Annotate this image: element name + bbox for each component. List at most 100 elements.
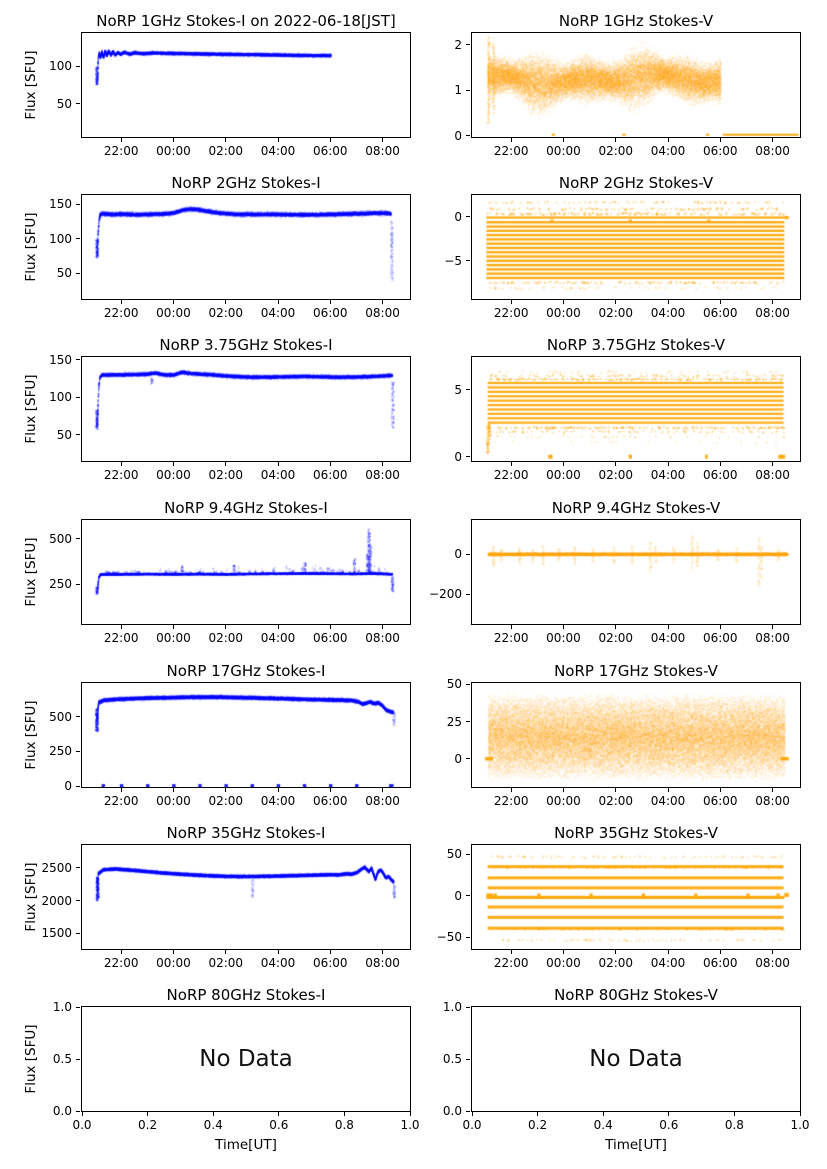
- x-tick-mark: [562, 462, 564, 466]
- y-tick-label: 5: [454, 382, 462, 397]
- plot-title: NoRP 80GHz Stokes-I: [166, 986, 326, 1004]
- x-tick-mark: [772, 462, 774, 466]
- x-tick-label: 08:00: [755, 956, 790, 970]
- x-tick-label: 06:00: [312, 468, 348, 482]
- x-tick-label: 02:00: [598, 306, 634, 320]
- y-tick-mark: [466, 456, 470, 458]
- x-tick-label: 08:00: [365, 306, 400, 320]
- x-tick-mark: [212, 1112, 214, 1116]
- x-tick-label: 22:00: [493, 306, 529, 320]
- y-tick-label: 0.5: [52, 1052, 72, 1066]
- x-tick-mark: [510, 462, 512, 466]
- y-tick-mark: [76, 1006, 80, 1008]
- x-tick-label: 00:00: [546, 306, 581, 320]
- x-tick-label: 02:00: [598, 144, 634, 158]
- x-tick-label: 02:00: [208, 306, 244, 320]
- y-tick-mark: [466, 553, 470, 555]
- y-tick-label: 50: [56, 96, 72, 111]
- x-tick-label: 02:00: [598, 956, 634, 970]
- axes-frame: [471, 32, 801, 138]
- x-tick-label: 04:00: [260, 144, 296, 158]
- plot-title: NoRP 3.75GHz Stokes-I: [159, 336, 333, 354]
- x-tick-label: 22:00: [103, 468, 139, 482]
- x-tick-label: 0.0: [462, 1118, 482, 1132]
- axes-frame: [471, 844, 801, 950]
- x-tick-mark: [172, 138, 174, 142]
- x-tick-label: 08:00: [365, 144, 400, 158]
- y-axis-label: Flux [SFU]: [23, 50, 39, 120]
- x-tick-label: 00:00: [156, 144, 191, 158]
- y-tick-label: 50: [56, 427, 72, 442]
- x-tick-mark: [277, 462, 279, 466]
- y-tick-label: 0: [64, 779, 72, 794]
- x-tick-label: 00:00: [156, 956, 191, 970]
- plot-title: NoRP 2GHz Stokes-V: [558, 174, 714, 192]
- y-tick-label: 2500: [41, 860, 72, 875]
- x-tick-label: 02:00: [208, 956, 244, 970]
- axes-frame: [81, 194, 411, 300]
- x-tick-label: 08:00: [755, 794, 790, 808]
- y-tick-mark: [76, 716, 80, 718]
- x-tick-label: 06:00: [702, 306, 738, 320]
- axes-frame: [471, 356, 801, 462]
- y-tick-label: 100: [49, 59, 72, 74]
- x-tick-mark: [329, 950, 331, 954]
- y-tick-label: 0: [454, 888, 462, 903]
- y-tick-mark: [76, 1058, 80, 1060]
- x-tick-label: 04:00: [260, 468, 296, 482]
- x-tick-label: 06:00: [312, 794, 348, 808]
- x-tick-label: 0.8: [724, 1118, 744, 1132]
- plot-area: [472, 33, 800, 137]
- x-tick-label: 00:00: [546, 631, 581, 645]
- x-tick-mark: [225, 625, 227, 629]
- x-tick-label: 08:00: [365, 631, 400, 645]
- x-tick-mark: [667, 788, 669, 792]
- y-tick-label: 0.0: [442, 1104, 462, 1118]
- x-axis-label: Time[UT]: [605, 1137, 667, 1153]
- x-tick-label: 08:00: [365, 468, 400, 482]
- x-tick-mark: [668, 1112, 670, 1116]
- y-tick-label: 0: [454, 209, 462, 224]
- x-tick-label: 22:00: [493, 468, 529, 482]
- x-tick-mark: [615, 300, 617, 304]
- y-axis-label: Flux [SFU]: [23, 537, 39, 607]
- x-tick-mark: [172, 625, 174, 629]
- y-tick-label: 100: [49, 390, 72, 405]
- x-tick-label: 22:00: [493, 144, 529, 158]
- x-tick-mark: [329, 462, 331, 466]
- y-tick-label: 0: [454, 547, 462, 561]
- x-tick-mark: [343, 1112, 345, 1116]
- x-tick-mark: [120, 300, 122, 304]
- plot-area: [472, 1007, 800, 1111]
- x-tick-label: 22:00: [493, 631, 529, 645]
- x-tick-label: 08:00: [365, 794, 400, 808]
- x-tick-mark: [615, 788, 617, 792]
- axes-frame: [471, 194, 801, 300]
- x-tick-label: 00:00: [156, 631, 191, 645]
- x-tick-label: 04:00: [650, 144, 686, 158]
- x-tick-label: 02:00: [598, 794, 634, 808]
- y-tick-mark: [76, 103, 80, 105]
- y-tick-label: −200: [429, 587, 462, 601]
- x-tick-mark: [329, 625, 331, 629]
- x-tick-label: 06:00: [702, 956, 738, 970]
- x-tick-mark: [799, 1112, 801, 1116]
- plot-title: NoRP 80GHz Stokes-V: [554, 986, 718, 1004]
- x-tick-mark: [409, 1112, 411, 1116]
- x-tick-mark: [719, 625, 721, 629]
- x-tick-mark: [382, 300, 384, 304]
- x-tick-label: 04:00: [260, 631, 296, 645]
- x-tick-mark: [120, 462, 122, 466]
- y-tick-mark: [466, 683, 470, 685]
- x-tick-mark: [382, 788, 384, 792]
- plot-title: NoRP 1GHz Stokes-V: [558, 12, 714, 30]
- plot-area: [472, 195, 800, 299]
- plot-title: NoRP 35GHz Stokes-I: [166, 824, 326, 842]
- x-tick-mark: [277, 788, 279, 792]
- x-tick-mark: [120, 788, 122, 792]
- x-tick-mark: [615, 138, 617, 142]
- y-tick-mark: [466, 721, 470, 723]
- y-tick-label: 100: [49, 231, 72, 246]
- x-tick-label: 22:00: [493, 956, 529, 970]
